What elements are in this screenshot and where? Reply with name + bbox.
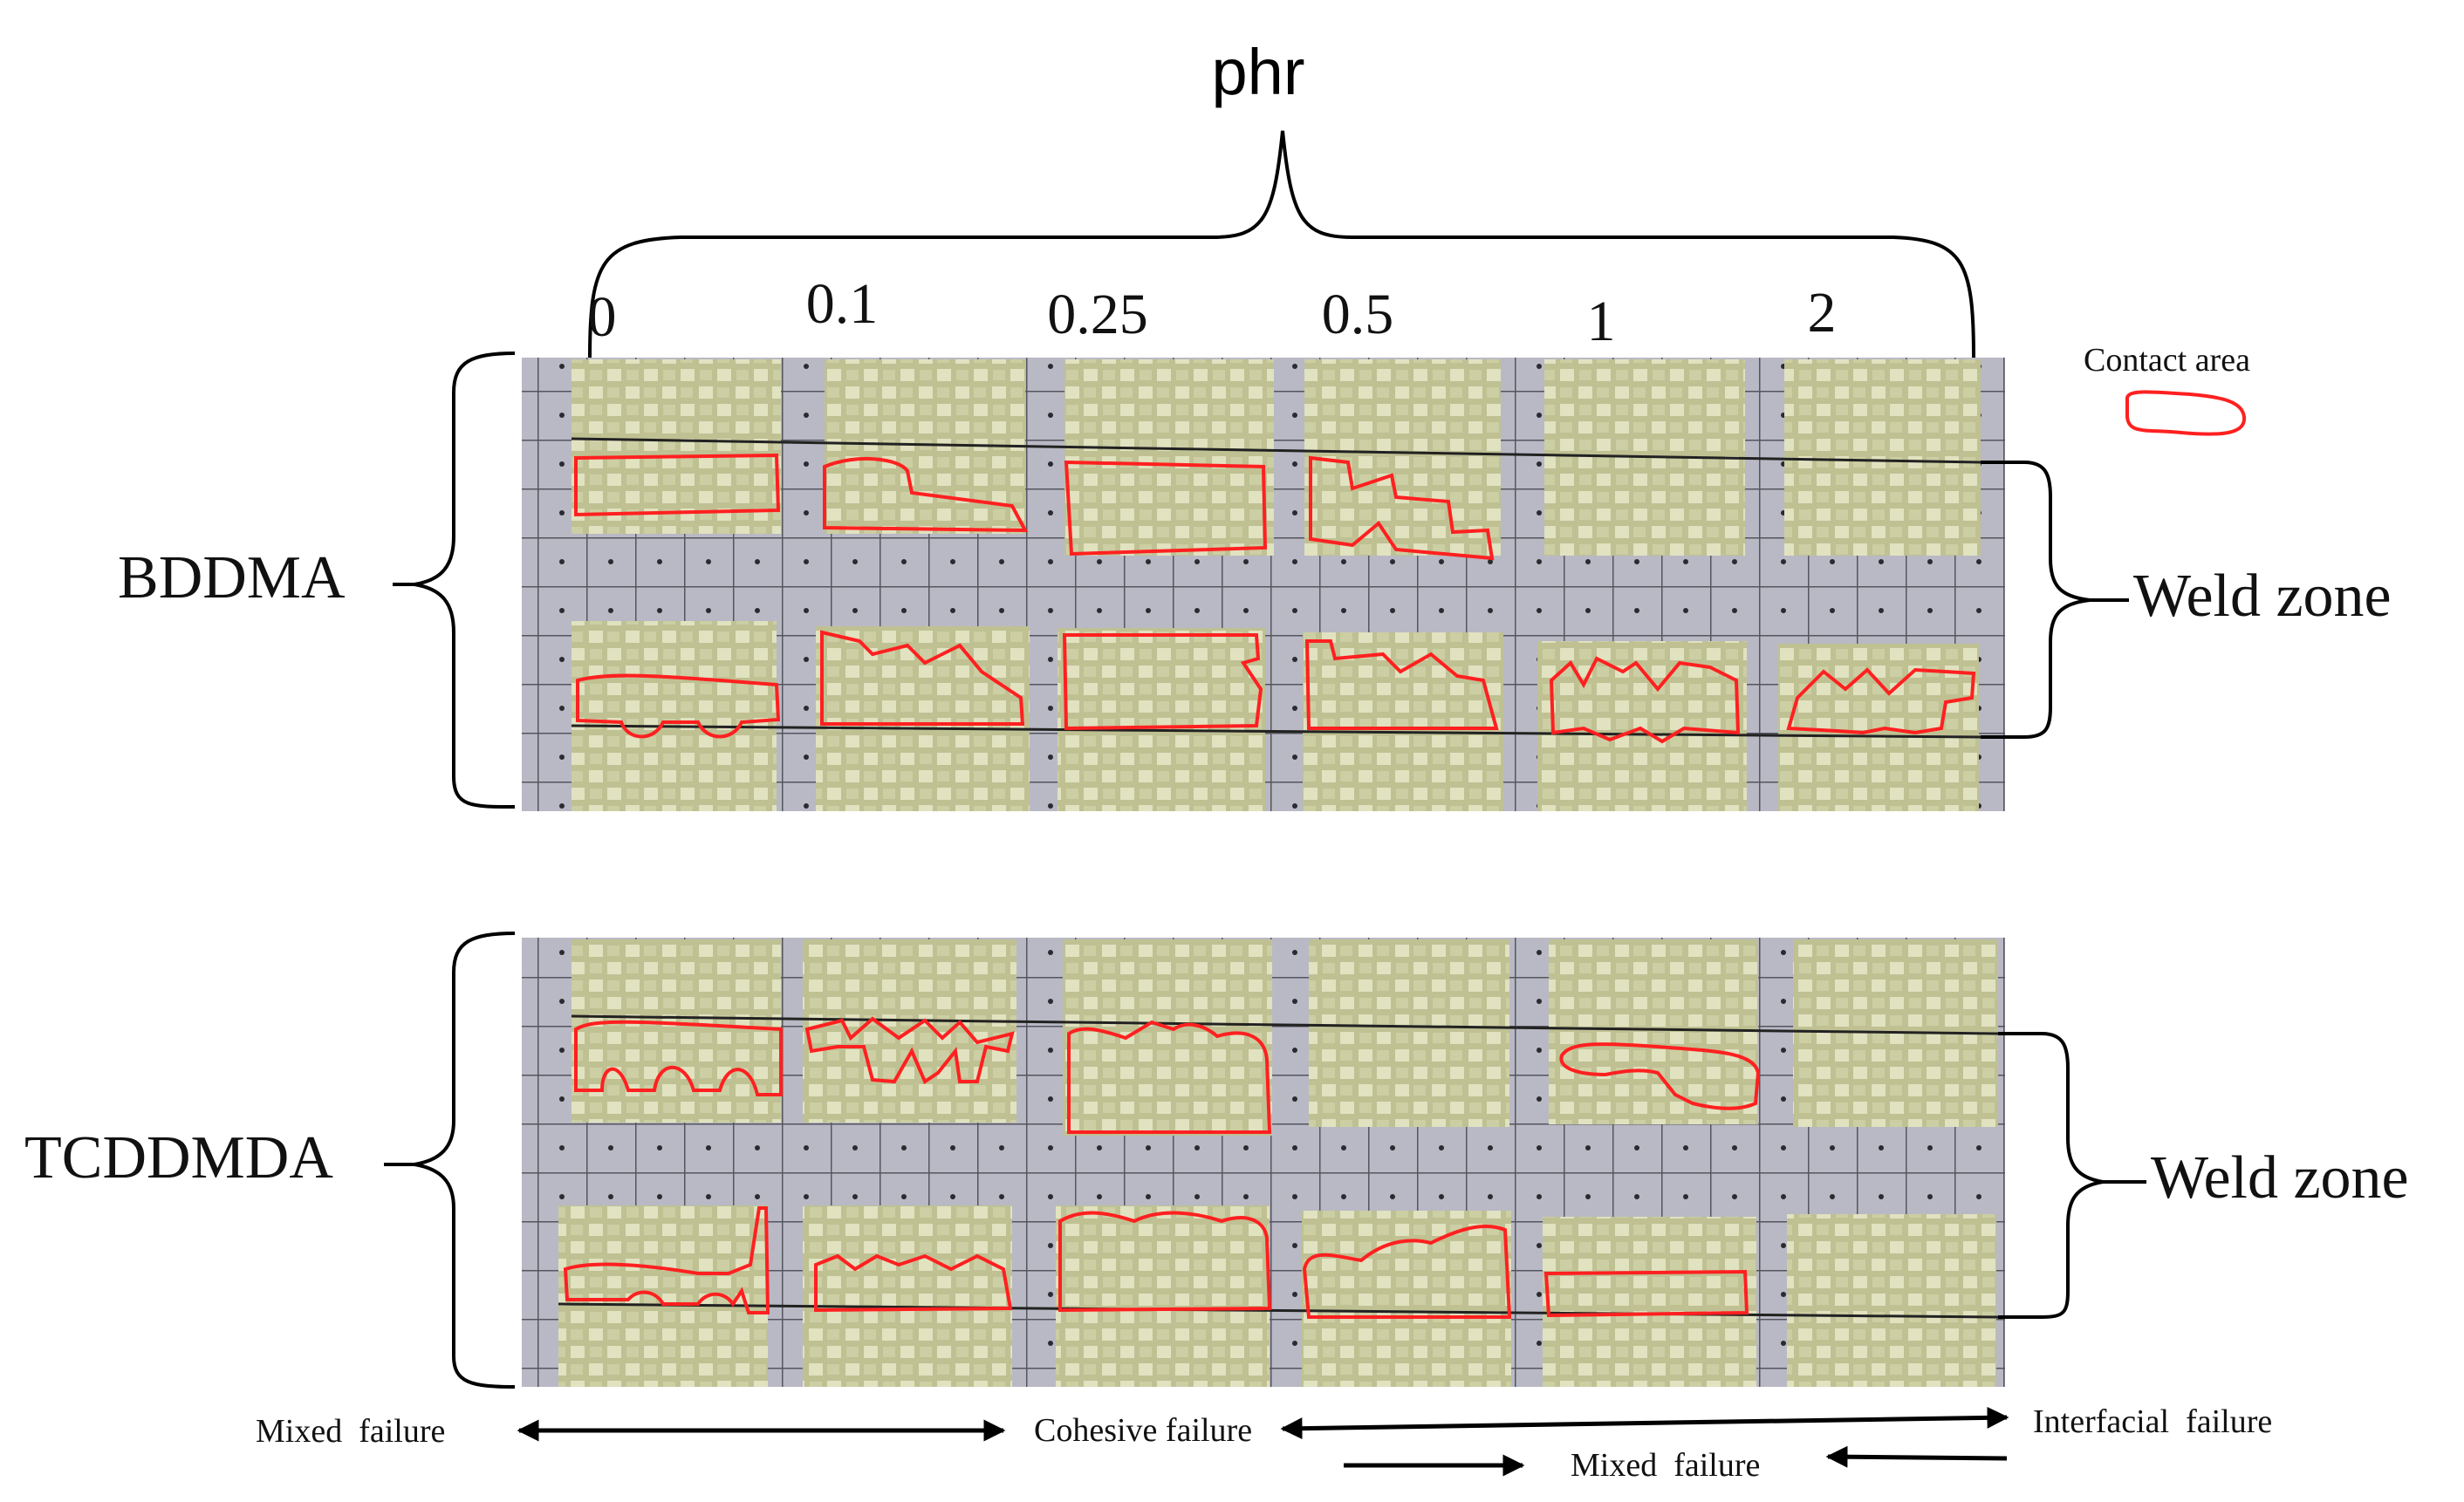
failure-modes: Mixed failure Cohesive failure Interfaci… <box>256 1403 2272 1484</box>
contact-area-outline <box>1058 1211 1272 1313</box>
sample-coupon <box>1064 359 1274 556</box>
contact-area-outline <box>574 453 781 517</box>
tcddmda-bottom-samples <box>558 1205 1996 1387</box>
failure-label: Mixed failure <box>256 1413 445 1450</box>
weld-line <box>571 724 1981 739</box>
conc-label: 0.5 <box>1322 283 1394 346</box>
contact-area-outline <box>1064 460 1268 556</box>
phr-title: phr <box>1212 36 1305 108</box>
contact-area-outline <box>1062 633 1263 731</box>
sample-coupon <box>1787 1214 1996 1387</box>
legend-label: Contact area <box>2084 342 2250 379</box>
weld-zone-brace <box>1981 461 2091 739</box>
contact-area-outline <box>563 1206 770 1314</box>
weld-zone-label: Weld zone <box>2151 1144 2409 1212</box>
conc-label: 0 <box>588 285 617 349</box>
contact-area-outline <box>574 1020 783 1096</box>
sample-coupon <box>1304 359 1501 556</box>
sample-coupon <box>572 621 777 811</box>
conc-label: 1 <box>1587 290 1616 353</box>
contact-area-outline <box>576 673 781 739</box>
failure-arrow <box>1825 1445 2008 1468</box>
conc-label: 2 <box>1808 281 1837 345</box>
legend: Contact area <box>2084 342 2250 436</box>
contact-area-outline <box>1786 667 1976 735</box>
contact-area-outline <box>1302 1224 1512 1319</box>
sample-coupon <box>816 626 1030 811</box>
failure-label: Cohesive failure <box>1034 1412 1252 1449</box>
conc-label: 0.25 <box>1047 283 1148 346</box>
weld-zone-brace <box>1998 1032 2104 1319</box>
bddma-panel: BDDMA Weld zone <box>118 352 2392 811</box>
sample-coupon <box>1543 1217 1756 1387</box>
sample-coupon <box>572 359 781 534</box>
weld-line <box>571 1014 1999 1035</box>
sample-coupon <box>1057 628 1265 811</box>
weld-line <box>571 437 1981 464</box>
row-brace <box>414 352 516 809</box>
row-label: TCDDMDA <box>24 1124 333 1191</box>
contact-area-outline <box>814 1253 1013 1313</box>
weld-line <box>558 1302 1999 1319</box>
sample-coupon <box>1784 359 1981 556</box>
contact-area-outline <box>804 1016 1015 1084</box>
failure-arrow <box>1280 1406 2009 1440</box>
sample-coupon <box>572 939 781 1123</box>
sample-coupon <box>1063 939 1272 1136</box>
phr-brace <box>588 130 1975 358</box>
row-label: BDDMA <box>118 544 346 611</box>
contact-outlines <box>574 453 1976 744</box>
sample-coupon <box>1302 1211 1511 1387</box>
conc-label: 0.1 <box>806 272 879 336</box>
contact-area-outline <box>1309 455 1495 561</box>
concentration-labels: 0 0.1 0.25 0.5 1 2 <box>588 272 1837 353</box>
sample-coupon <box>1056 1205 1270 1387</box>
failure-label: Interfacial failure <box>2033 1403 2272 1440</box>
contact-area-outline <box>823 457 1029 533</box>
contact-outlines <box>563 1016 1761 1319</box>
sample-coupon <box>1303 632 1503 811</box>
contact-area-outline <box>1559 1042 1761 1110</box>
sample-coupon <box>558 1205 768 1387</box>
contact-area-outline <box>820 630 1025 726</box>
sample-coupon <box>1309 939 1509 1127</box>
contact-area-outline <box>1304 639 1499 730</box>
sample-coupon <box>1549 939 1758 1124</box>
row-brace <box>414 932 516 1389</box>
bddma-bottom-samples <box>572 621 1979 811</box>
contact-area-legend-swatch <box>2125 390 2247 436</box>
contact-area-outline <box>1067 1020 1272 1134</box>
sample-coupon <box>1778 644 1979 811</box>
failure-label: Mixed failure <box>1571 1447 1760 1484</box>
contact-area-outline <box>1543 1269 1749 1318</box>
sample-coupon <box>803 1205 1012 1387</box>
tcddmda-panel: TCDDMDA Weld zone <box>24 932 2409 1389</box>
weld-zone-label: Weld zone <box>2133 563 2392 630</box>
contact-area-outline <box>1549 656 1741 744</box>
